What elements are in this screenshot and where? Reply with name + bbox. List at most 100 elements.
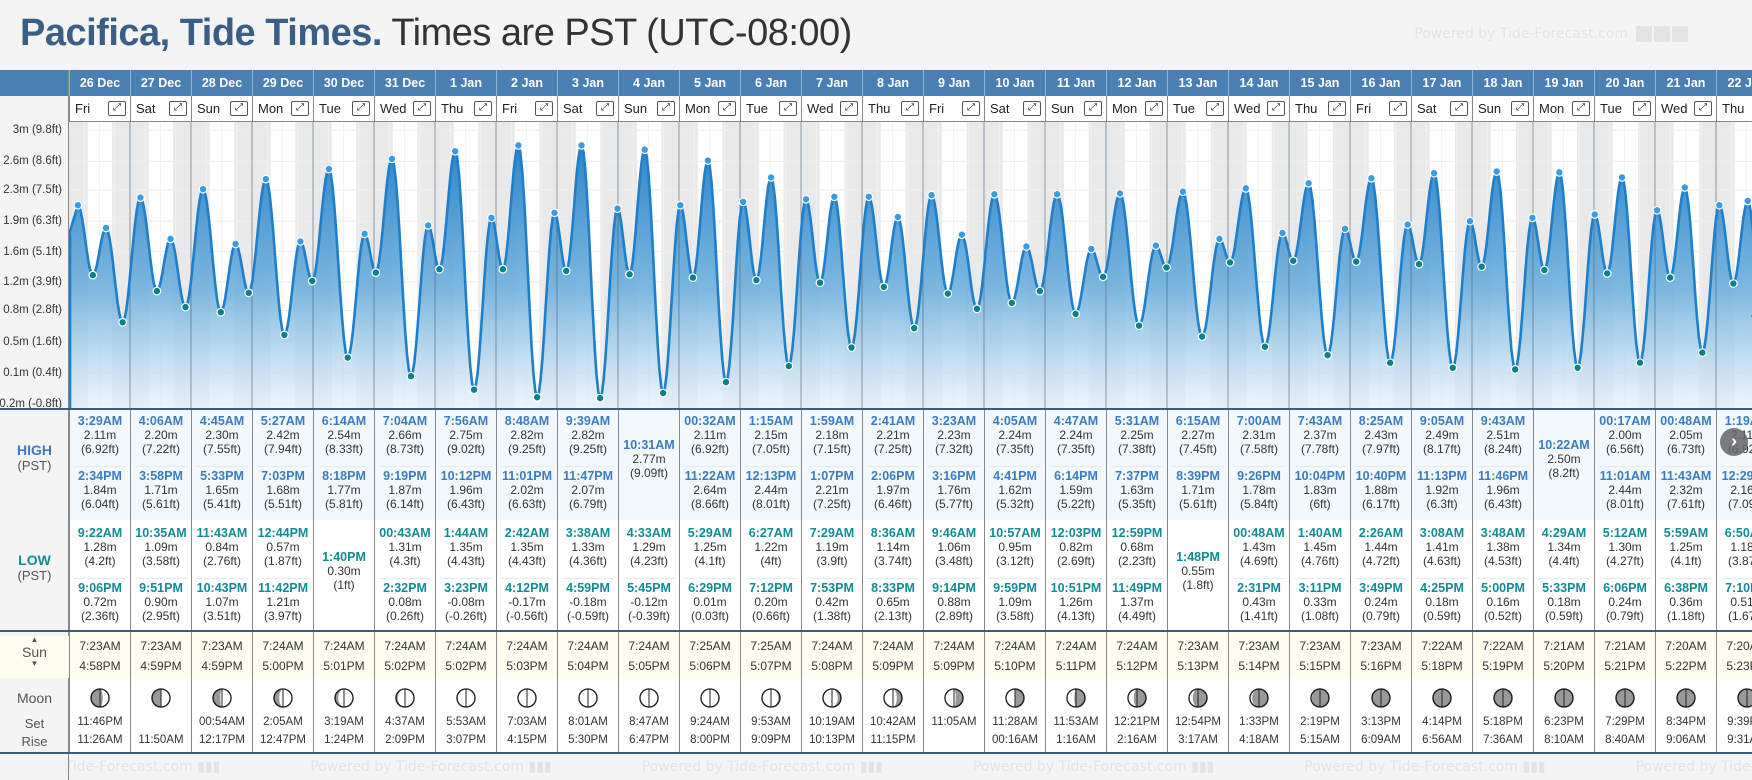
- expand-day-button[interactable]: ⤢: [230, 101, 248, 116]
- expand-day-button[interactable]: ⤢: [657, 101, 675, 116]
- high-tide-point[interactable]: [261, 174, 271, 184]
- low-tide-point[interactable]: [307, 276, 317, 286]
- high-tide-point[interactable]: [1340, 224, 1350, 234]
- expand-day-button[interactable]: ⤢: [1328, 101, 1346, 116]
- low-tide-point[interactable]: [658, 388, 668, 398]
- high-tide-point[interactable]: [550, 208, 559, 218]
- low-tide-point[interactable]: [469, 385, 479, 395]
- low-tide-point[interactable]: [1448, 363, 1458, 373]
- high-tide-point[interactable]: [450, 146, 460, 156]
- low-tide-point[interactable]: [879, 282, 889, 292]
- expand-day-button[interactable]: ⤢: [291, 101, 309, 116]
- low-tide-point[interactable]: [343, 353, 353, 363]
- expand-day-button[interactable]: ⤢: [535, 101, 553, 116]
- low-tide-point[interactable]: [406, 371, 416, 381]
- low-tide-point[interactable]: [1665, 273, 1675, 283]
- low-tide-point[interactable]: [1134, 321, 1144, 331]
- high-tide-point[interactable]: [1278, 228, 1287, 238]
- high-tide-point[interactable]: [1617, 172, 1627, 182]
- low-tide-point[interactable]: [595, 393, 605, 403]
- high-tide-point[interactable]: [1403, 220, 1413, 229]
- high-tide-point[interactable]: [487, 213, 496, 223]
- high-tide-point[interactable]: [513, 140, 523, 150]
- low-tide-point[interactable]: [1573, 363, 1583, 373]
- powered-by-link[interactable]: Powered by Tide-Forecast.com: [1414, 26, 1688, 42]
- expand-day-button[interactable]: ⤢: [962, 101, 980, 116]
- high-tide-point[interactable]: [1086, 244, 1096, 254]
- low-tide-point[interactable]: [972, 304, 982, 314]
- high-tide-point[interactable]: [1652, 205, 1662, 215]
- low-tide-point[interactable]: [435, 264, 444, 274]
- low-tide-point[interactable]: [1197, 332, 1207, 342]
- high-tide-point[interactable]: [1241, 183, 1251, 193]
- high-tide-point[interactable]: [166, 234, 175, 244]
- expand-day-button[interactable]: ⤢: [1023, 101, 1041, 116]
- expand-day-button[interactable]: ⤢: [840, 101, 858, 116]
- low-tide-point[interactable]: [1260, 342, 1270, 352]
- low-tide-point[interactable]: [1697, 348, 1707, 358]
- high-tide-point[interactable]: [1215, 234, 1224, 244]
- low-tide-point[interactable]: [1510, 365, 1520, 374]
- low-tide-point[interactable]: [152, 286, 162, 296]
- low-tide-point[interactable]: [216, 307, 226, 317]
- high-tide-point[interactable]: [1465, 216, 1475, 226]
- expand-day-button[interactable]: ⤢: [596, 101, 614, 116]
- high-tide-point[interactable]: [1304, 178, 1314, 188]
- low-tide-point[interactable]: [1288, 256, 1298, 266]
- low-tide-point[interactable]: [118, 317, 128, 327]
- expand-day-button[interactable]: ⤢: [413, 101, 431, 116]
- expand-day-button[interactable]: ⤢: [1267, 101, 1285, 116]
- low-tide-point[interactable]: [371, 268, 381, 277]
- expand-day-button[interactable]: ⤢: [1633, 101, 1651, 116]
- low-tide-point[interactable]: [1385, 358, 1395, 368]
- high-tide-point[interactable]: [1115, 188, 1125, 198]
- low-tide-point[interactable]: [688, 273, 698, 283]
- low-tide-point[interactable]: [815, 278, 825, 288]
- high-tide-point[interactable]: [360, 229, 369, 239]
- high-tide-point[interactable]: [231, 239, 241, 249]
- low-tide-point[interactable]: [1007, 298, 1017, 308]
- expand-day-button[interactable]: ⤢: [108, 101, 126, 116]
- high-tide-point[interactable]: [324, 164, 334, 174]
- high-tide-point[interactable]: [613, 204, 622, 213]
- high-tide-point[interactable]: [1366, 173, 1376, 183]
- expand-day-button[interactable]: ⤢: [1145, 101, 1163, 116]
- high-tide-point[interactable]: [1178, 187, 1188, 197]
- expand-day-button[interactable]: ⤢: [1450, 101, 1468, 116]
- low-tide-point[interactable]: [498, 264, 508, 274]
- high-tide-point[interactable]: [423, 221, 433, 230]
- low-tide-point[interactable]: [1351, 257, 1361, 267]
- low-tide-point[interactable]: [244, 288, 254, 298]
- low-tide-point[interactable]: [88, 270, 98, 280]
- high-tide-point[interactable]: [1590, 210, 1600, 219]
- expand-day-button[interactable]: ⤢: [1206, 101, 1224, 116]
- high-tide-point[interactable]: [101, 223, 111, 233]
- high-tide-point[interactable]: [893, 212, 903, 222]
- high-tide-point[interactable]: [387, 154, 397, 164]
- low-tide-point[interactable]: [279, 330, 289, 340]
- low-tide-point[interactable]: [181, 302, 190, 312]
- low-tide-point[interactable]: [1477, 262, 1487, 272]
- high-tide-point[interactable]: [136, 193, 145, 203]
- low-tide-point[interactable]: [1098, 272, 1108, 282]
- expand-day-button[interactable]: ⤢: [1694, 101, 1712, 116]
- high-tide-point[interactable]: [1554, 167, 1564, 177]
- expand-day-button[interactable]: ⤢: [1511, 101, 1529, 116]
- high-tide-point[interactable]: [1022, 242, 1031, 251]
- low-tide-point[interactable]: [561, 266, 571, 276]
- low-tide-point[interactable]: [1071, 309, 1081, 319]
- low-tide-point[interactable]: [1539, 265, 1549, 275]
- high-tide-point[interactable]: [1429, 168, 1439, 178]
- high-tide-point[interactable]: [1714, 200, 1724, 210]
- expand-day-button[interactable]: ⤢: [718, 101, 736, 116]
- high-tide-point[interactable]: [1052, 189, 1062, 199]
- expand-day-button[interactable]: ⤢: [1572, 101, 1590, 116]
- high-tide-point[interactable]: [801, 194, 811, 204]
- low-tide-point[interactable]: [784, 361, 794, 371]
- low-tide-point[interactable]: [1728, 279, 1738, 288]
- expand-day-button[interactable]: ⤢: [474, 101, 492, 116]
- low-tide-point[interactable]: [943, 289, 953, 299]
- high-tide-point[interactable]: [957, 230, 967, 240]
- expand-day-button[interactable]: ⤢: [169, 101, 187, 116]
- high-tide-point[interactable]: [73, 200, 83, 210]
